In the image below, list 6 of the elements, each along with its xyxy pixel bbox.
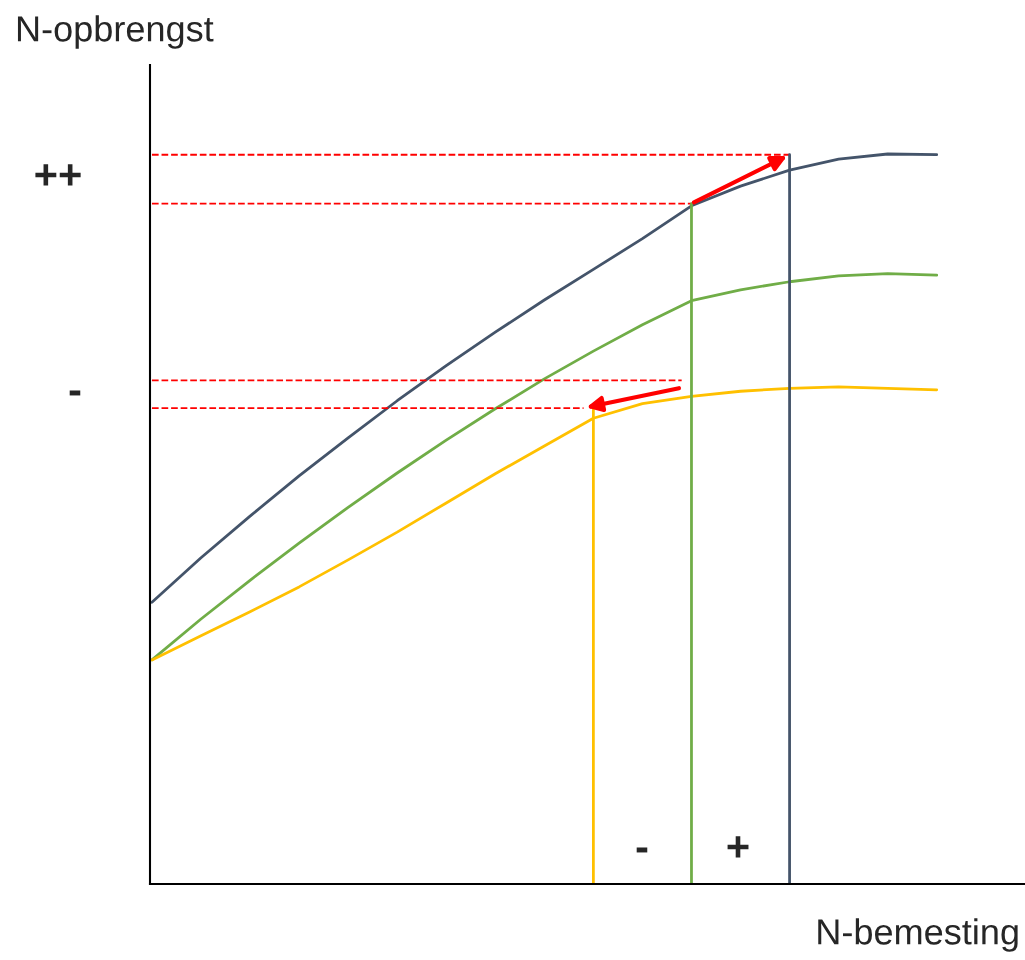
annotation: + — [727, 836, 749, 858]
text: - — [69, 390, 81, 396]
annotation: - — [636, 847, 648, 853]
x-axis-title: N-bemesting — [818, 918, 1018, 952]
text: ++ — [35, 164, 81, 186]
y-axis-title: N-opbrengst — [17, 15, 214, 49]
